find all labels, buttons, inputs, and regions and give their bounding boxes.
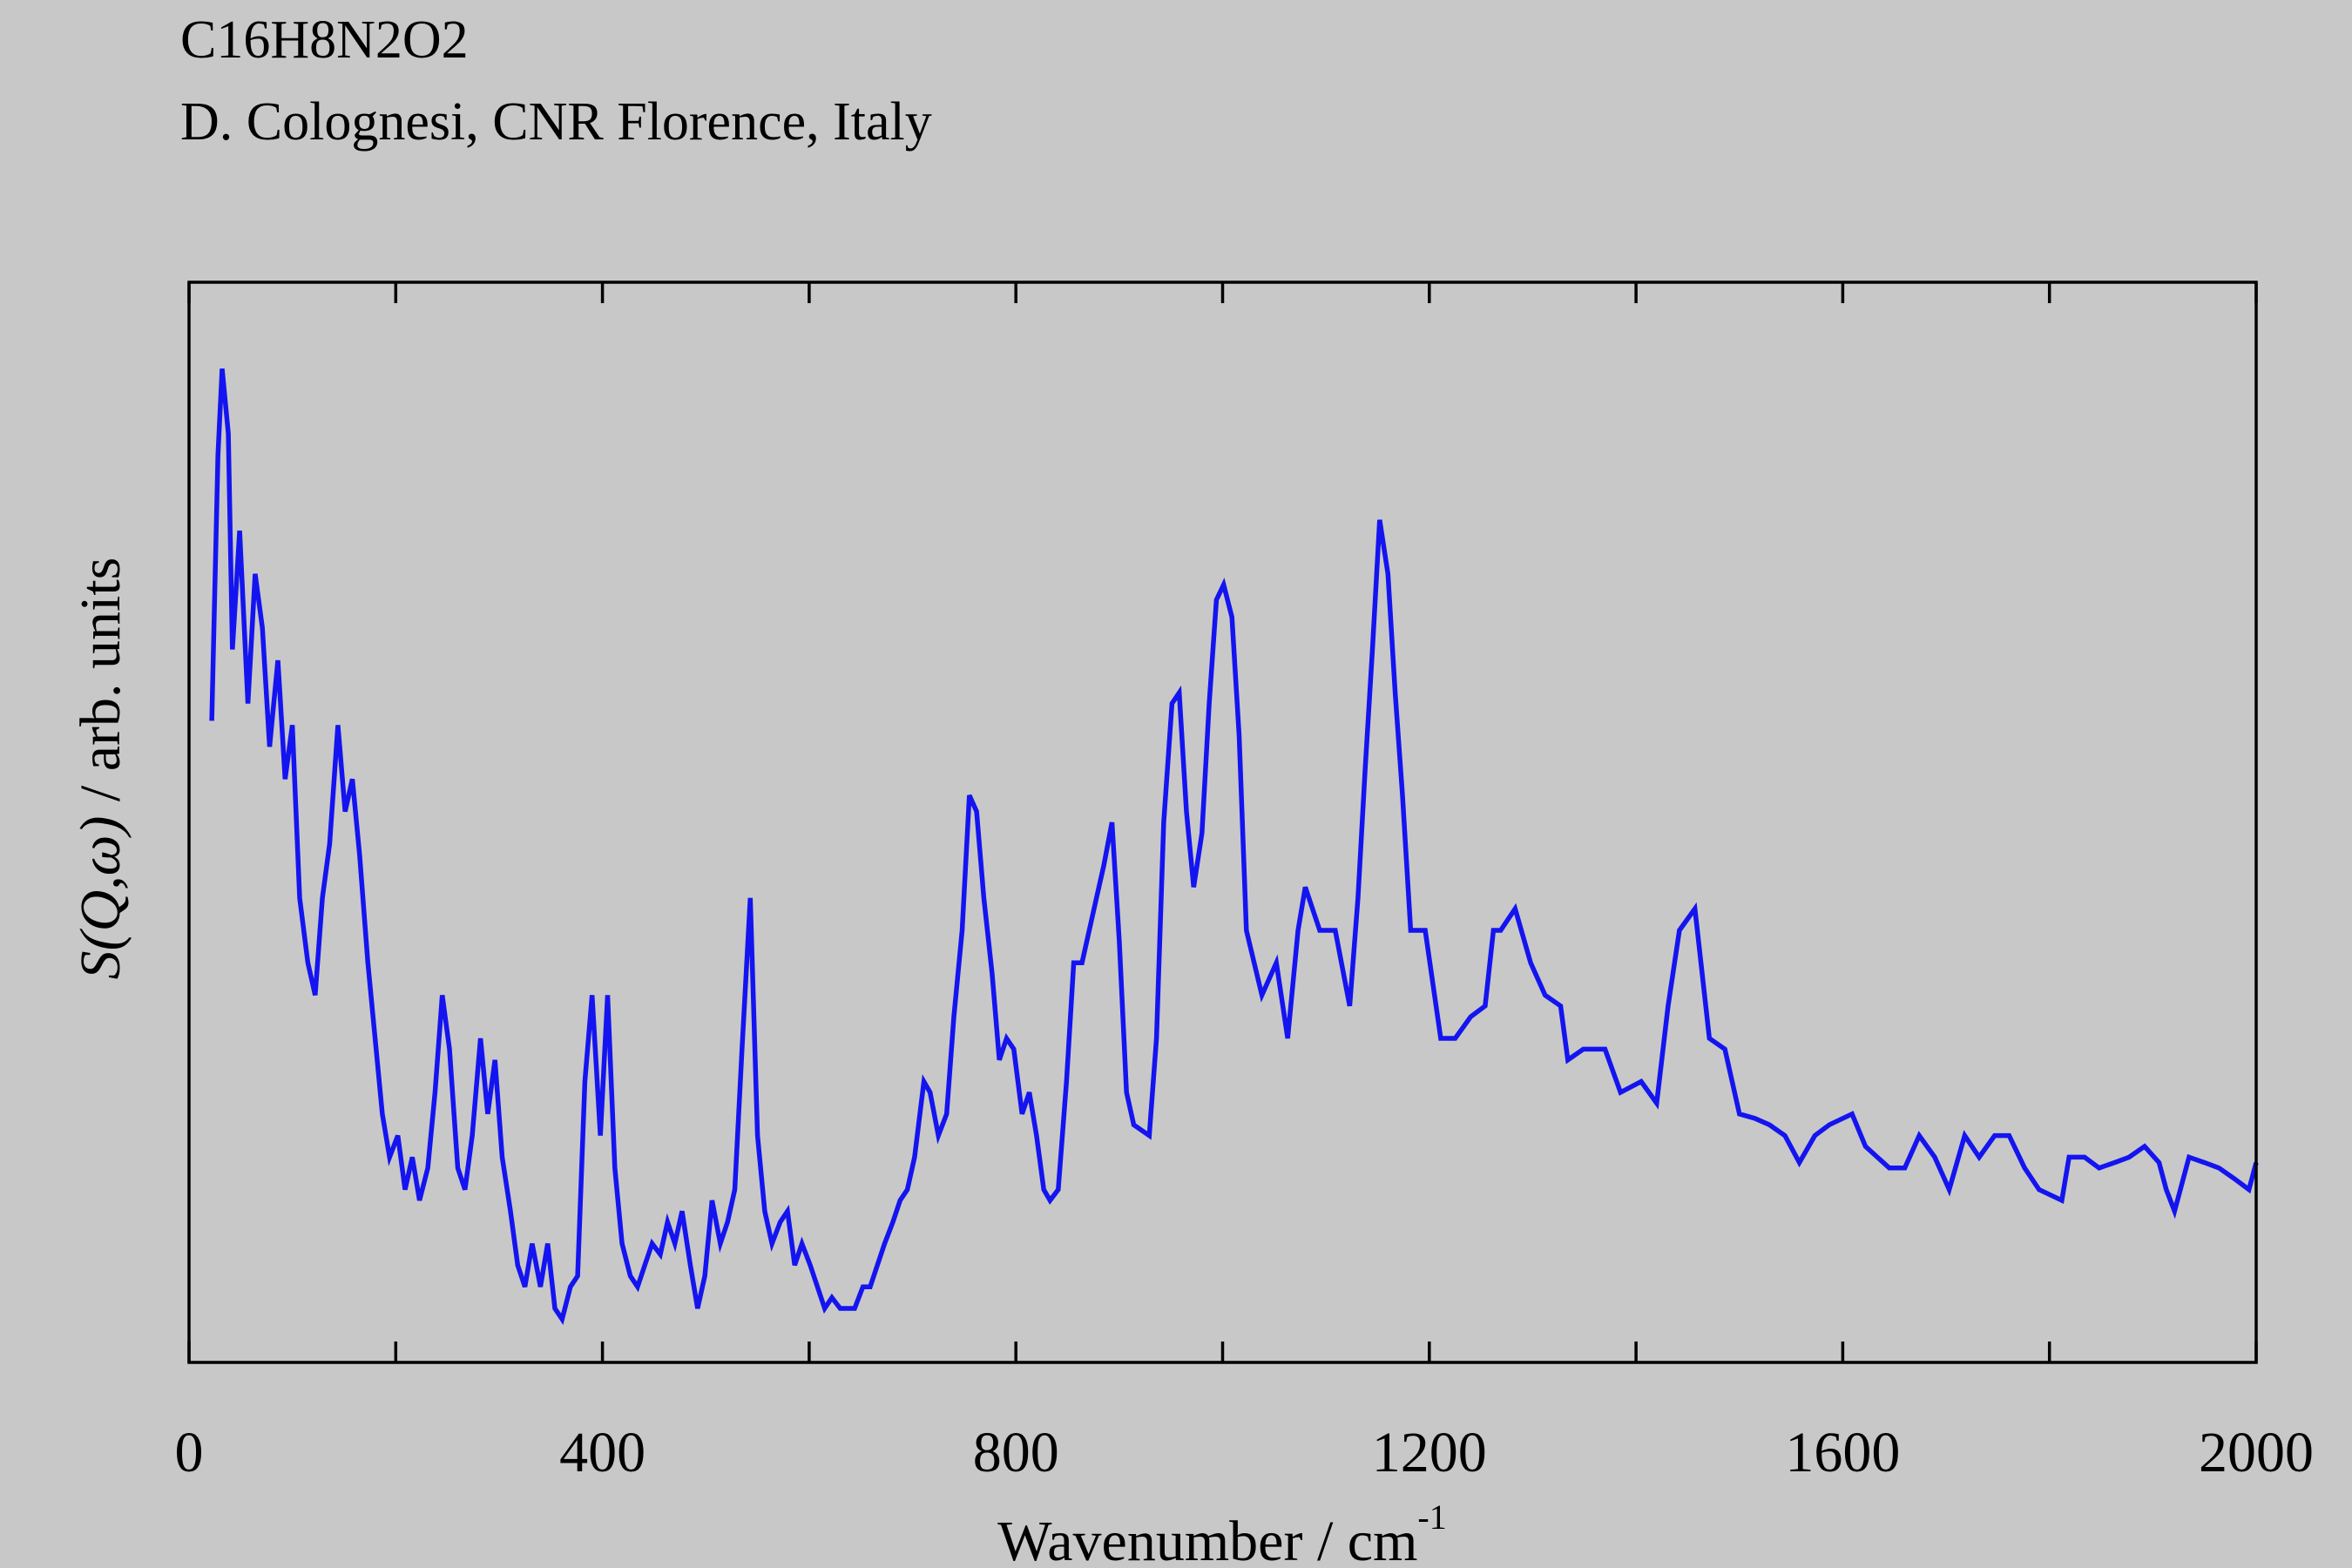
- x-tick-label: 1200: [1372, 1421, 1487, 1484]
- plot-frame: [187, 280, 2258, 1364]
- chart-title: C16H8N2O2: [180, 10, 469, 70]
- x-tick-label: 400: [559, 1421, 645, 1484]
- x-axis-label-text: Wavenumber / cm: [997, 1510, 1417, 1568]
- chart-subtitle: D. Colognesi, CNR Florence, Italy: [180, 92, 932, 152]
- spectrum-line: [209, 368, 2259, 1326]
- y-axis-label: S(Q,ω) / arb. units: [69, 558, 132, 980]
- x-axis-label: Wavenumber / cm-1: [997, 1497, 1447, 1568]
- x-tick-label: 2000: [2199, 1421, 2314, 1484]
- x-tick-label: 1600: [1785, 1421, 1900, 1484]
- x-axis-label-superscript: -1: [1417, 1497, 1446, 1537]
- y-axis-label-italic: S(Q,ω): [69, 816, 132, 980]
- x-tick-label: 800: [973, 1421, 1059, 1484]
- y-axis-label-text: / arb. units: [69, 558, 132, 816]
- x-tick-label: 0: [175, 1421, 204, 1484]
